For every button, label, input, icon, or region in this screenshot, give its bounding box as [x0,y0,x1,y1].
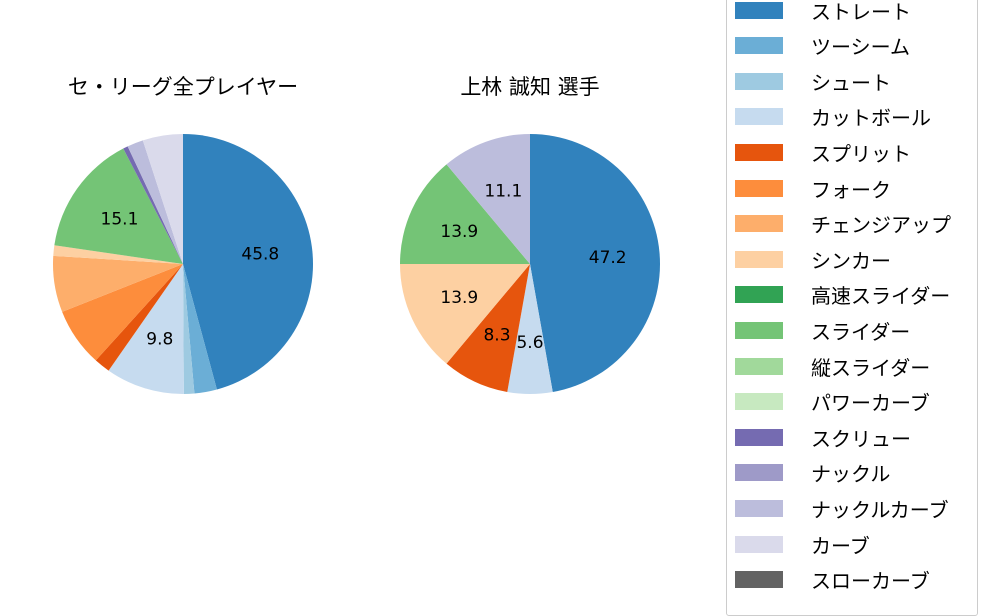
pie-slice [53,245,183,264]
legend-swatch [735,37,783,55]
legend-swatch [735,72,783,90]
right-chart-title: 上林 誠知 選手 [460,75,600,99]
legend-label: ツーシーム [811,35,910,60]
pie-slice [183,264,217,394]
legend-swatch [735,108,783,126]
slice-label: 13.9 [440,222,478,242]
legend-label: カットボール [811,106,931,131]
pie-slice [446,134,530,264]
legend-item: ナックルカーブ [735,495,949,522]
slice-label: 45.8 [241,245,279,265]
pie-slice [142,134,183,264]
legend-swatch [735,250,783,268]
pie-slice [108,264,184,394]
legend-label: スクリュー [811,426,911,451]
legend-item: カットボール [735,104,931,130]
legend-item: ストレート [735,0,911,24]
left-chart-title: セ・リーグ全プレイヤー [67,75,299,99]
slice-label: 11.1 [484,182,522,202]
pie-slice [54,148,183,264]
legend-label: 縦スライダー [811,355,931,380]
legend-swatch [735,1,783,19]
pie-slice [62,264,183,361]
legend-label: スローカーブ [811,569,930,594]
legend-swatch [735,321,783,339]
legend-swatch [735,535,783,553]
pie-slice [95,264,183,371]
pie-slice [183,264,195,394]
slice-label: 8.3 [483,326,510,346]
legend-label: ナックルカーブ [811,497,949,522]
legend-item: スライダー [735,317,911,344]
slice-label: 15.1 [101,210,139,230]
pie-slice [507,264,553,395]
legend: ストレートツーシームシュートカットボール スプリットフォークチェンジアップ シンカー… [726,0,978,616]
legend-swatch [735,286,783,304]
legend-swatch [735,179,783,197]
slice-label: 13.9 [440,288,478,308]
legend-item: チェンジアップ [735,211,951,237]
legend-item: フォーク [735,175,891,202]
legend-swatch [735,393,783,411]
pie-slice [400,164,530,264]
league-pie-chart: 45.8 9.8 15.1 [53,134,313,394]
legend-swatch [735,215,783,233]
pie-slice [446,264,530,392]
legend-label: カーブ [811,533,870,558]
legend-item: 高速スライダー [735,282,950,308]
legend-label: ストレート [811,0,911,24]
legend-label: シュート [811,70,891,95]
pie-slice [123,146,183,264]
slice-label: 5.6 [516,333,543,353]
legend-item: スローカーブ [735,567,930,593]
pie-slice [183,134,313,390]
legend-item: シュート [735,68,891,95]
pie-slice [400,264,530,364]
legend-label: スプリット [811,141,911,166]
pie-slice [53,255,183,312]
legend-swatch [735,499,783,517]
legend-item: 縦スライダー [735,353,931,380]
legend-label: チェンジアップ [811,213,951,238]
legend-swatch [735,143,783,161]
legend-label: シンカー [811,248,891,273]
legend-item: ナックル [735,460,890,486]
player-pie-chart: 47.25.68.313.913.911.1 [400,134,660,395]
legend-item: カーブ [735,531,870,558]
legend-swatch [735,571,783,589]
legend-item: スクリュー [735,424,911,451]
legend-label: フォーク [811,177,891,202]
legend-label: ナックル [811,462,891,487]
legend-item: スプリット [735,139,911,166]
pie-slice [530,134,660,392]
slice-label: 47.2 [589,248,627,268]
legend-item: シンカー [735,246,891,273]
legend-label: スライダー [811,319,911,344]
legend-swatch [735,357,783,375]
legend-swatch [735,464,783,482]
legend-label: 高速スライダー [811,284,951,309]
legend-label: パワーカーブ [811,391,930,416]
slice-label: 9.8 [146,329,173,349]
legend-item: ツーシーム [735,33,910,59]
legend-swatch [735,428,783,446]
legend-item: パワーカーブ [735,389,930,415]
pie-slice [127,140,183,264]
